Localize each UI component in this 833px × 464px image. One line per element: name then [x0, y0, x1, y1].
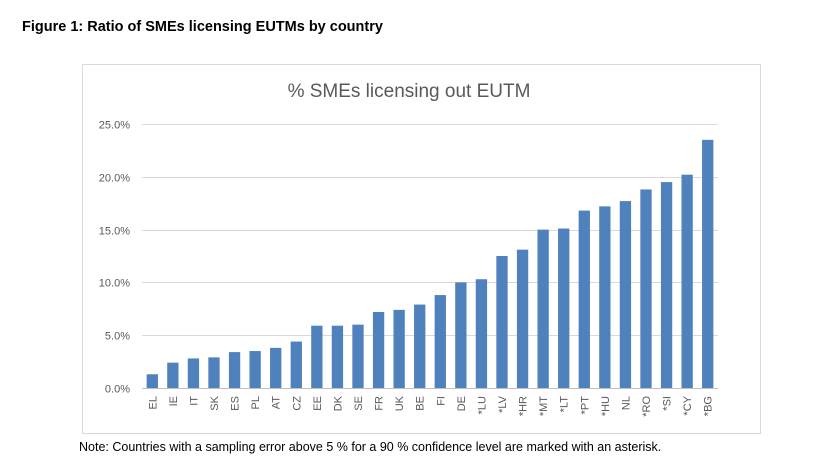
bar: [434, 295, 446, 388]
bar: [702, 139, 714, 388]
y-tick-label: 25.0%: [99, 120, 130, 132]
x-tick-label: *SI: [662, 396, 674, 411]
bars: [146, 139, 714, 388]
bar: [640, 189, 652, 388]
chart-area: % SMEs licensing out EUTM 0.0% 5.0% 10.0% 1…: [82, 64, 761, 434]
x-tick-label: *MT: [538, 396, 550, 416]
x-tick-label: *RO: [641, 396, 653, 417]
bar: [619, 201, 632, 388]
bar-chart: % SMEs licensing out EUTM 0.0% 5.0% 10.0% 1…: [99, 81, 718, 417]
x-tick-label: NL: [620, 396, 632, 410]
bar: [372, 311, 385, 388]
y-tick-label: 20.0%: [99, 173, 130, 185]
bar: [249, 351, 261, 388]
bar: [660, 182, 673, 388]
x-tick-label: UK: [394, 395, 406, 411]
gridlines: [142, 124, 718, 389]
footnote: Note: Countries with a sampling error ab…: [79, 440, 662, 454]
x-tick-label: SE: [353, 396, 365, 411]
bar: [681, 174, 693, 388]
x-tick-label: *PT: [579, 396, 591, 415]
bar: [475, 279, 488, 388]
bar: [187, 358, 200, 388]
bar: [228, 352, 241, 388]
x-tick-label: *LT: [559, 396, 571, 413]
x-tick-label: PL: [250, 396, 262, 409]
x-tick-label: *LU: [476, 396, 488, 414]
x-tick-label: EE: [312, 396, 324, 411]
bar: [496, 256, 508, 388]
bar: [414, 304, 426, 388]
figure-title: Figure 1: Ratio of SMEs licensing EUTMs …: [22, 19, 383, 35]
bar: [558, 228, 570, 388]
bar: [311, 325, 323, 388]
y-axis-tick-labels: 0.0% 5.0% 10.0% 15.0% 20.0% 25.0%: [99, 120, 130, 396]
bar: [146, 374, 158, 388]
x-tick-label: SK: [209, 395, 221, 410]
x-tick-label: *CY: [682, 395, 694, 415]
bar: [578, 210, 590, 388]
x-tick-label: *HU: [600, 396, 612, 416]
bar: [290, 341, 302, 388]
bar: [270, 347, 282, 388]
bar: [331, 325, 344, 388]
bar: [167, 362, 179, 388]
y-tick-label: 15.0%: [99, 226, 130, 238]
y-tick-label: 10.0%: [99, 278, 130, 290]
x-tick-label: BE: [415, 396, 427, 411]
bar: [393, 309, 405, 388]
x-tick-label: ES: [230, 396, 242, 411]
bar: [599, 206, 611, 388]
bar: [208, 357, 220, 388]
bar: [516, 249, 529, 388]
y-tick-label: 0.0%: [105, 384, 130, 396]
y-tick-label: 5.0%: [105, 331, 130, 343]
x-tick-label: IT: [188, 396, 200, 406]
x-tick-label: CZ: [291, 396, 303, 411]
chart-title: % SMEs licensing out EUTM: [288, 81, 531, 102]
x-tick-label: DE: [456, 396, 468, 411]
x-tick-label: *LV: [497, 395, 509, 413]
x-tick-label: FI: [435, 396, 447, 406]
x-tick-label: DK: [332, 395, 344, 411]
x-axis-tick-labels: EL IE IT SK ES PL AT CZ EE DK SE FR UK BE FI DE *LU *LV *H…: [147, 395, 714, 416]
bar: [352, 324, 364, 388]
x-tick-label: IE: [168, 396, 180, 406]
x-tick-label: FR: [374, 396, 386, 411]
x-tick-label: *BG: [703, 396, 715, 416]
bar: [455, 282, 467, 388]
x-tick-label: AT: [271, 396, 283, 410]
x-tick-label: *HR: [518, 396, 530, 416]
x-tick-label: EL: [147, 396, 159, 409]
bar: [537, 229, 549, 388]
